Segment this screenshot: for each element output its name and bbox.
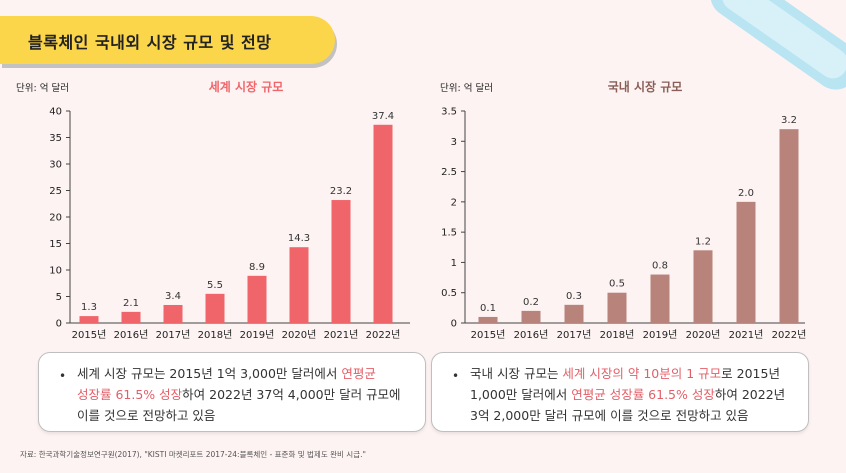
bar [736,201,756,323]
y-tick-label: 5 [56,292,62,303]
data-label: 0.1 [480,303,496,314]
y-tick-label: 20 [49,213,62,224]
callout-text: 하여 2022년 [714,387,786,402]
x-tick-label: 2018년 [600,329,635,341]
page-title: 블록체인 국내외 시장 규모 및 전망 [28,33,272,52]
bar [478,316,498,323]
unit-label: 단위: 억 달러 [16,82,69,94]
callout-highlight: 성장률 61.5% 성장 [77,387,183,402]
callout-text: 하여 2022년 37억 4,000만 달러 규모에 [182,387,401,402]
x-tick-label: 2020년 [686,329,721,341]
data-label: 37.4 [372,111,394,122]
callout-highlight: 연평균 성장률 61.5% 성장 [571,387,715,402]
callout-text: 세계 시장 규모는 2015년 1억 3,000만 달러에서 [77,366,342,381]
data-label: 1.2 [695,236,711,247]
x-tick-label: 2016년 [114,329,149,341]
y-tick-label: 25 [49,186,62,197]
bar [79,316,99,323]
callout-text: 3억 2,000만 달러 규모에 이를 것으로 전망하고 있음 [470,408,749,423]
callout-text: 로 2015년 [721,366,780,381]
magnifier-decoration-icon [710,0,846,90]
data-label: 2.1 [123,298,139,309]
data-label: 2.0 [738,188,754,199]
y-tick-label: 40 [49,107,62,118]
bar [373,124,393,323]
callout-text: 이를 것으로 전망하고 있음 [77,408,216,423]
x-tick-label: 2020년 [282,329,317,341]
x-tick-label: 2022년 [772,329,807,341]
data-label: 0.5 [609,279,625,290]
chart-title: 국내 시장 규모 [608,79,683,94]
source-note: 자료: 한국과학기술정보연구원(2017), "KISTI 마켓리포트 2017… [20,450,366,459]
world-callout-text: 세계 시장 규모는 2015년 1억 3,000만 달러에서 연평균 성장률 6… [77,363,411,426]
y-tick-label: 2.5 [441,167,457,178]
x-tick-label: 2018년 [198,329,233,341]
data-label: 5.5 [207,280,223,291]
y-tick-label: 3.5 [441,107,457,118]
data-label: 0.8 [652,261,668,272]
callout-text: 1,000만 달러에서 [470,387,572,402]
bar [607,292,627,323]
x-tick-label: 2021년 [324,329,359,341]
bar [779,129,799,323]
x-tick-label: 2016년 [514,329,549,341]
callout-highlight: 세계 시장의 약 10분의 1 규모 [562,366,722,381]
y-tick-label: 15 [49,239,62,250]
y-tick-label: 35 [49,133,62,144]
data-label: 14.3 [288,233,310,244]
y-tick-label: 0.5 [441,288,457,299]
y-tick-label: 0 [56,319,62,330]
data-label: 8.9 [249,262,265,273]
data-label: 1.3 [81,302,97,313]
bullet: • [59,369,67,383]
bar [205,293,225,323]
unit-label: 단위: 억 달러 [440,82,493,94]
data-label: 0.2 [523,297,539,308]
bar [564,304,584,323]
bar [289,247,309,323]
bar [247,275,267,323]
bullet: • [452,369,460,383]
y-tick-label: 30 [49,160,62,171]
world-callout: • 세계 시장 규모는 2015년 1억 3,000만 달러에서 연평균 성장률… [38,352,426,432]
x-tick-label: 2017년 [156,329,191,341]
callout-text: 국내 시장 규모는 [470,366,563,381]
y-tick-label: 1 [451,258,457,269]
data-label: 0.3 [566,291,582,302]
y-tick-label: 2 [451,197,457,208]
bar [121,311,141,323]
callout-highlight: 연평균 [341,366,376,381]
x-tick-label: 2022년 [366,329,401,341]
x-tick-label: 2019년 [240,329,275,341]
x-tick-label: 2015년 [471,329,506,341]
y-tick-label: 10 [49,266,62,277]
y-tick-label: 0 [451,319,457,330]
bar [693,250,713,323]
y-tick-label: 3 [451,137,457,148]
domestic-callout: • 국내 시장 규모는 세계 시장의 약 10분의 1 규모로 2015년 1,… [431,352,809,432]
data-label: 3.2 [781,115,797,126]
bar [331,200,351,323]
y-tick-label: 1.5 [441,228,457,239]
bar [521,310,541,323]
bar [650,274,670,323]
bar [163,304,183,323]
x-tick-label: 2019년 [643,329,678,341]
data-label: 23.2 [330,186,352,197]
chart-title: 세계 시장 규모 [209,79,284,94]
x-tick-label: 2015년 [72,329,107,341]
x-tick-label: 2017년 [557,329,592,341]
title-banner: 블록체인 국내외 시장 규모 및 전망 [0,16,335,64]
data-label: 3.4 [165,291,181,302]
domestic-callout-text: 국내 시장 규모는 세계 시장의 약 10분의 1 규모로 2015년 1,00… [470,363,794,426]
x-tick-label: 2021년 [729,329,764,341]
